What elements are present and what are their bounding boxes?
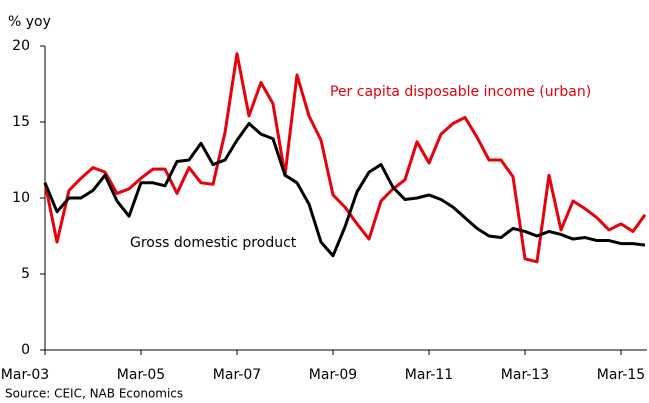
x-tick-label: Mar-03 bbox=[1, 367, 49, 383]
series-label: Gross domestic product bbox=[130, 235, 297, 251]
x-tick-label: Mar-05 bbox=[117, 367, 165, 383]
x-tick-label: Mar-15 bbox=[597, 367, 645, 383]
source-note: Source: CEIC, NAB Economics bbox=[5, 387, 183, 401]
y-tick-label: 5 bbox=[21, 266, 30, 282]
x-tick-label: Mar-09 bbox=[309, 367, 357, 383]
y-tick-label: 20 bbox=[12, 38, 30, 54]
y-tick-label: 0 bbox=[21, 342, 30, 358]
series-line bbox=[43, 52, 647, 264]
x-tick-label: Mar-13 bbox=[501, 367, 549, 383]
y-axis-label: % yoy bbox=[8, 14, 51, 30]
y-tick-label: 15 bbox=[12, 114, 30, 130]
series-label: Per capita disposable income (urban) bbox=[330, 84, 591, 100]
y-tick-label: 10 bbox=[12, 190, 30, 206]
series-line bbox=[43, 122, 646, 258]
x-tick-label: Mar-07 bbox=[213, 367, 261, 383]
x-tick-label: Mar-11 bbox=[405, 367, 453, 383]
